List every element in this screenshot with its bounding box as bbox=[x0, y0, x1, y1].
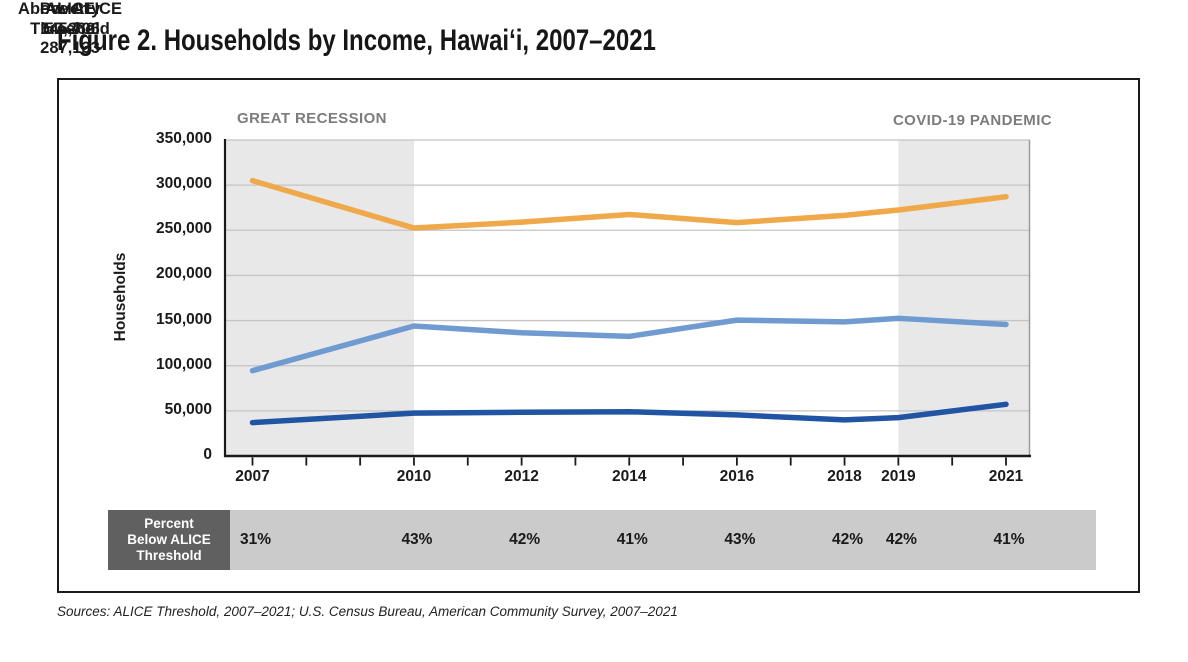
great-recession-label: GREAT RECESSION bbox=[237, 110, 387, 127]
series-value-poverty: 57,262 bbox=[44, 19, 96, 38]
percent-value-2014: 41% bbox=[616, 531, 648, 548]
percent-row-band bbox=[230, 510, 1096, 570]
x-tick-label-2016: 2016 bbox=[719, 468, 755, 485]
line-above-alice-threshold bbox=[249, 177, 1009, 231]
figure-title: Figure 2. Households by Income, Hawaiʻi,… bbox=[57, 24, 656, 57]
line-alice bbox=[249, 315, 1009, 374]
y-tick-label-0: 0 bbox=[203, 446, 212, 463]
x-tick-label-2010: 2010 bbox=[396, 468, 432, 485]
percent-row-header: Percent Below ALICE Threshold bbox=[108, 510, 230, 570]
line-poverty bbox=[249, 401, 1009, 426]
percent-value-2021: 41% bbox=[993, 531, 1025, 548]
percent-value-2018: 42% bbox=[832, 531, 864, 548]
x-tick-label-2019: 2019 bbox=[881, 468, 916, 485]
y-tick-label-150000: 150,000 bbox=[155, 310, 212, 328]
y-tick-label-100000: 100,000 bbox=[155, 355, 212, 373]
series-name-poverty: Poverty bbox=[39, 0, 101, 18]
percent-value-2012: 42% bbox=[509, 531, 541, 548]
series-value-above-alice: 287,133 bbox=[40, 39, 100, 57]
series-label-poverty: Poverty 57,262 bbox=[0, 0, 140, 39]
y-tick-label-300000: 300,000 bbox=[155, 175, 212, 193]
y-tick-label-50000: 50,000 bbox=[164, 400, 212, 418]
covid-pandemic-label: COVID-19 PANDEMIC bbox=[892, 112, 1052, 129]
x-tick-label-2012: 2012 bbox=[504, 468, 539, 485]
series-label-above-alice: Above ALICE Threshold 287,133 bbox=[0, 0, 140, 59]
percent-value-2019: 42% bbox=[885, 531, 917, 548]
series-label-alice: ALICE 145,706 bbox=[0, 0, 140, 39]
x-tick-label-2014: 2014 bbox=[612, 468, 647, 485]
percent-value-2016: 43% bbox=[724, 531, 756, 548]
series-name-above-alice: Above ALICE Threshold bbox=[18, 0, 122, 38]
y-tick-label-250000: 250,000 bbox=[155, 220, 212, 238]
series-value-alice: 145,706 bbox=[40, 19, 100, 38]
percent-value-2007: 31% bbox=[239, 531, 272, 548]
y-tick-label-200000: 200,000 bbox=[155, 265, 212, 283]
x-tick-label-2007: 2007 bbox=[235, 468, 270, 485]
x-tick-label-2021: 2021 bbox=[988, 468, 1024, 485]
x-tick-label-2018: 2018 bbox=[827, 468, 862, 485]
y-tick-label-350000: 350,000 bbox=[155, 130, 212, 147]
percent-value-2010: 43% bbox=[401, 531, 433, 548]
series-name-alice: ALICE bbox=[45, 0, 95, 18]
source-note: Sources: ALICE Threshold, 2007–2021; U.S… bbox=[57, 604, 678, 619]
great-recession-band bbox=[226, 140, 414, 455]
